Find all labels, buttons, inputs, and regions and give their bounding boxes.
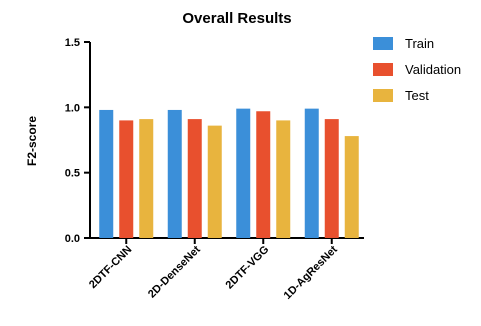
legend: Train Validation Test: [373, 36, 461, 103]
y-tick-label: 0.5: [65, 168, 80, 180]
x-tick-label: 2DTF-CNN: [87, 244, 134, 291]
bar-train-1d-agresnet: [304, 108, 319, 238]
bar-test-2d-densenet: [207, 125, 222, 238]
bars: [99, 108, 359, 239]
chart-title: Overall Results: [182, 10, 291, 27]
y-tick-label: 0.0: [65, 233, 80, 245]
bar-validation-1d-agresnet: [324, 119, 339, 238]
legend-swatch: [373, 63, 393, 76]
legend-swatch: [373, 89, 393, 102]
bar-train-2d-densenet: [167, 109, 182, 239]
bar-train-2dtf-vgg: [236, 108, 251, 238]
bar-validation-2dtf-cnn: [119, 120, 134, 238]
y-axis-label: F2-score: [25, 116, 39, 166]
x-axis: 2DTF-CNN 2D-DenseNet 2DTF-VGG 1D-AgResNet: [87, 237, 364, 302]
y-tick-label: 1.0: [65, 102, 80, 114]
legend-label: Test: [405, 88, 429, 103]
bar-test-1d-agresnet: [344, 136, 359, 238]
bar-test-2dtf-cnn: [139, 119, 154, 238]
x-tick-label: 2D-DenseNet: [146, 243, 203, 300]
bar-validation-2d-densenet: [187, 119, 202, 238]
y-axis: 0.0 0.5 1.0 1.5: [65, 37, 91, 245]
legend-label: Validation: [405, 62, 461, 77]
bar-test-2dtf-vgg: [276, 120, 291, 238]
x-tick-label: 2DTF-VGG: [224, 244, 272, 292]
y-tick-label: 1.5: [65, 37, 80, 49]
bar-train-2dtf-cnn: [99, 109, 114, 239]
legend-swatch: [373, 37, 393, 50]
bar-validation-2dtf-vgg: [256, 111, 271, 238]
legend-label: Train: [405, 36, 434, 51]
x-tick-label: 1D-AgResNet: [282, 243, 340, 301]
